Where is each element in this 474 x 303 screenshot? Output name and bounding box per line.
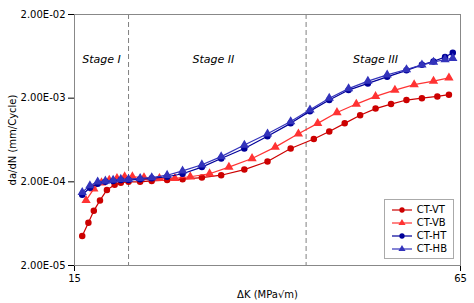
html-text:CT-VT: CT-VT [416, 204, 445, 215]
svg-text:15: 15 [68, 273, 81, 284]
svg-text:2.00E-05: 2.00E-05 [21, 260, 66, 271]
svg-text:2.00E-04: 2.00E-04 [21, 176, 66, 187]
svg-text:2.00E-02: 2.00E-02 [21, 9, 66, 20]
svg-text:da/dN (mm/Cycle): da/dN (mm/Cycle) [7, 94, 18, 185]
html-text:CT-VB: CT-VB [416, 217, 446, 228]
html-text:CT-HB: CT-HB [416, 243, 447, 254]
html-text:CT-HT: CT-HT [416, 230, 447, 241]
svg-text:Stage III: Stage III [353, 53, 398, 66]
svg-text:ΔK (MPa√m): ΔK (MPa√m) [237, 289, 298, 300]
svg-text:2.00E-03: 2.00E-03 [21, 92, 66, 103]
svg-text:65: 65 [454, 273, 467, 284]
svg-text:Stage I: Stage I [82, 53, 121, 66]
svg-text:Stage II: Stage II [193, 53, 235, 66]
